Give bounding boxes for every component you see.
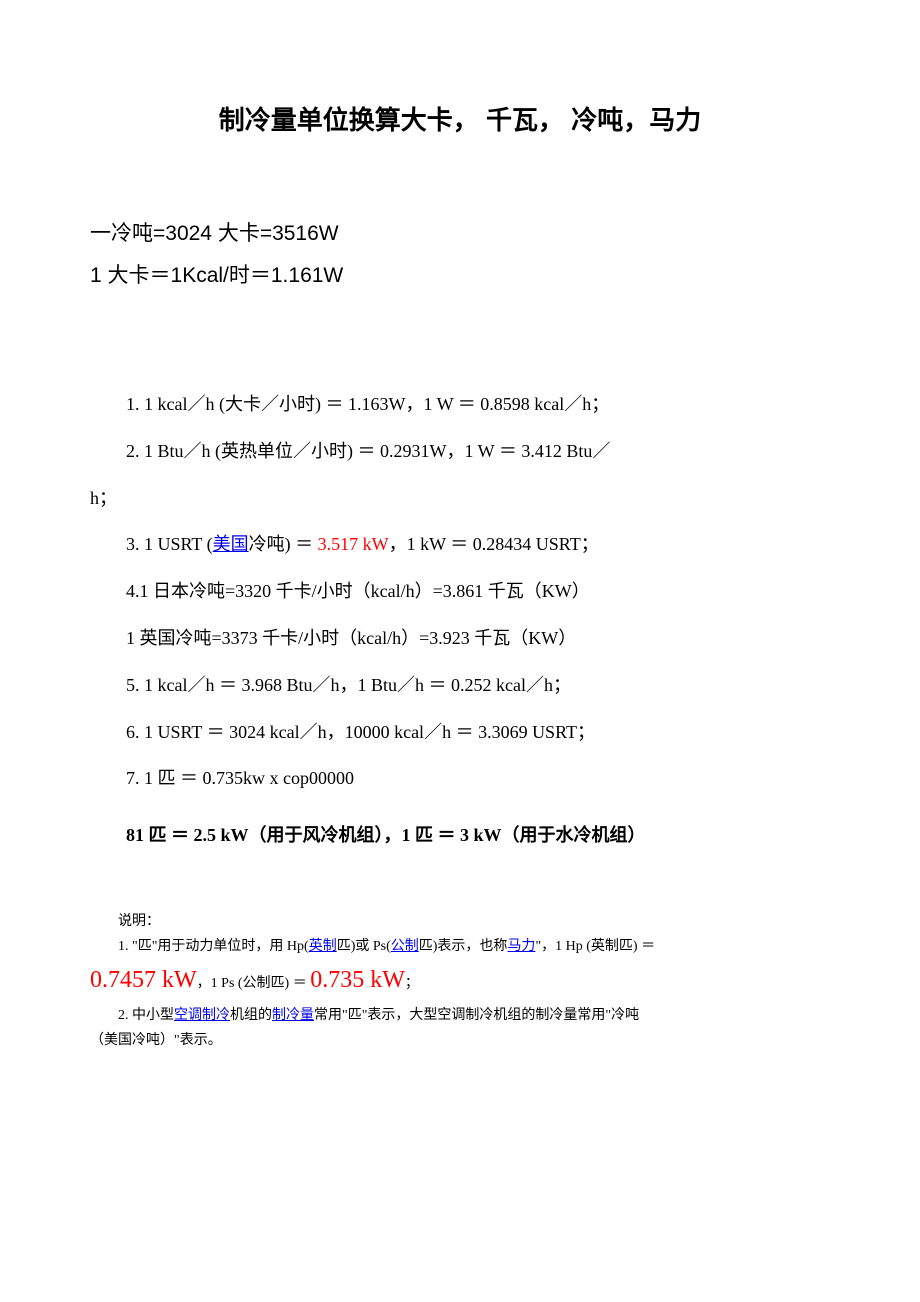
item-6: 6. 1 USRT ＝ 3024 kcal／h，10000 kcal／h ＝ 3…	[90, 709, 830, 756]
item-2a: 2. 1 Btu／h (英热单位／小时) ＝ 0.2931W，1 W ＝ 3.4…	[90, 428, 830, 475]
note-1-cont: 0.7457 kW，1 Ps (公制匹) ＝ 0.735 kW；	[90, 959, 830, 1002]
item-5: 5. 1 kcal／h ＝ 3.968 Btu／h，1 Btu／h ＝ 0.25…	[90, 662, 830, 709]
link-metric[interactable]: 公制	[391, 939, 419, 954]
notes-label: 说明：	[90, 909, 830, 934]
item-8: 81 匹 ＝ 2.5 kW（用于风冷机组），1 匹 ＝ 3 kW（用于水冷机组）	[90, 812, 830, 859]
item-3-mid1: 冷吨) ＝	[249, 534, 318, 554]
note-1-mid1: 匹)或 Ps(	[337, 939, 391, 954]
item-2b: h；	[90, 475, 830, 522]
notes-spacer	[90, 859, 830, 909]
note-1-red1: 0.7457 kW	[90, 967, 197, 993]
note-2: 2. 中小型空调制冷机组的制冷量常用"匹"表示，大型空调制冷机组的制冷量常用"冷…	[90, 1003, 830, 1028]
note-1-end: ；	[405, 976, 419, 991]
link-cooling[interactable]: 制冷量	[272, 1008, 314, 1023]
item-7: 7. 1 匹 ＝ 0.735kw x cop00000	[90, 755, 830, 802]
item-3: 3. 1 USRT (美国冷吨) ＝ 3.517 kW，1 kW ＝ 0.284…	[90, 521, 830, 568]
note-1-pre: 1. "匹"用于动力单位时，用 Hp(	[118, 939, 309, 954]
item-3-pre: 3. 1 USRT (	[126, 534, 213, 554]
link-horsepower[interactable]: 马力	[507, 939, 535, 954]
note-1-red2: 0.735 kW	[310, 967, 405, 993]
note-2-cont: （美国冷吨）"表示。	[90, 1028, 830, 1053]
page-title: 制冷量单位换算大卡， 千瓦， 冷吨，马力	[90, 100, 830, 137]
note-1-mid4: ，1 Ps (公制匹) ＝	[197, 976, 311, 991]
item-3-post: ，1 kW ＝ 0.28434 USRT；	[389, 534, 599, 554]
intro-line-2: 1 大卡＝1Kcal/时＝1.161W	[90, 259, 830, 289]
item-3-red: 3.517 kW	[318, 534, 389, 554]
link-usa[interactable]: 美国	[213, 534, 249, 554]
note-2-mid2: 常用"匹"表示，大型空调制冷机组的制冷量常用"冷吨	[314, 1008, 639, 1023]
intro-line-1: 一冷吨=3024 大卡=3516W	[90, 217, 830, 247]
spacer	[90, 301, 830, 381]
note-2-mid1: 机组的	[230, 1008, 272, 1023]
note-2-pre: 2. 中小型	[118, 1008, 174, 1023]
note-1-mid3: "，1 Hp (英制匹) ＝	[535, 939, 655, 954]
note-1-mid2: 匹)表示，也称	[419, 939, 508, 954]
link-imperial[interactable]: 英制	[309, 939, 337, 954]
document-page: 制冷量单位换算大卡， 千瓦， 冷吨，马力 一冷吨=3024 大卡=3516W 1…	[0, 0, 920, 1113]
item-4b: 1 英国冷吨=3373 千卡/小时（kcal/h）=3.923 千瓦（KW）	[90, 615, 830, 662]
item-4: 4.1 日本冷吨=3320 千卡/小时（kcal/h）=3.861 千瓦（KW）	[90, 568, 830, 615]
note-1: 1. "匹"用于动力单位时，用 Hp(英制匹)或 Ps(公制匹)表示，也称马力"…	[90, 934, 830, 959]
item-1: 1. 1 kcal／h (大卡／小时) ＝ 1.163W，1 W ＝ 0.859…	[90, 381, 830, 428]
link-aircon[interactable]: 空调制冷	[174, 1008, 230, 1023]
